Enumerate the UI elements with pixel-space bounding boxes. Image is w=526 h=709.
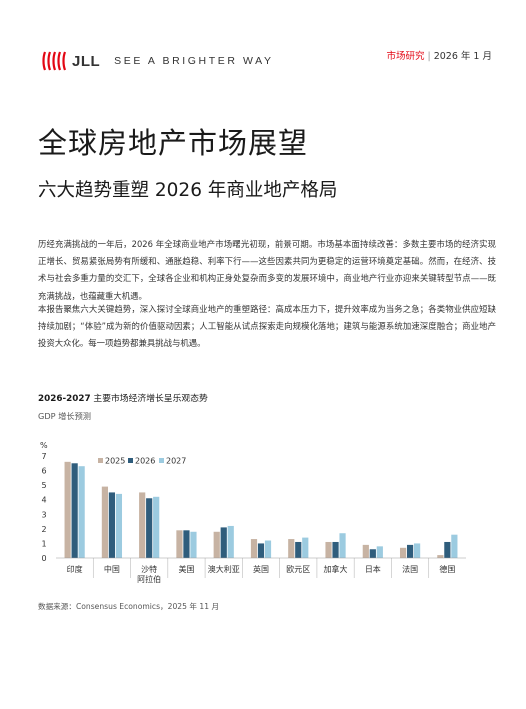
- x-category-label: 加拿大: [324, 564, 348, 574]
- bar-2025: [176, 530, 183, 558]
- bar-2027: [227, 525, 234, 558]
- x-category-label: 印度: [67, 564, 83, 574]
- bar-2026: [257, 543, 265, 558]
- y-tick-label: 1: [41, 539, 46, 548]
- jll-logo: JLL SEE A BRIGHTER WAY: [42, 49, 274, 73]
- chart-subtitle: GDP 增长预测: [38, 411, 91, 421]
- bar-2026: [369, 549, 376, 558]
- report-category: 市场研究: [386, 51, 425, 62]
- bar-2027: [302, 537, 309, 558]
- bar-2025: [250, 539, 258, 558]
- bar-2026: [108, 492, 116, 558]
- bar-2026: [332, 541, 339, 558]
- y-tick-label: 6: [41, 467, 46, 476]
- bar-2027: [413, 543, 421, 558]
- bar-2026: [220, 527, 227, 558]
- y-tick-label: 7: [41, 452, 46, 461]
- legend-swatch: [159, 458, 164, 463]
- intro-paragraph: 历经充满挑战的一年后，2026 年全球商业地产市场曙光初现，前景可期。市场基本面…: [38, 239, 496, 301]
- x-category-label: 日本: [365, 564, 381, 574]
- x-category-label: 美国: [178, 564, 194, 574]
- x-category-label: 欧元区: [286, 564, 310, 574]
- chart-title-text: 主要市场经济增长呈乐观态势: [90, 394, 208, 404]
- bar-2026: [406, 544, 414, 558]
- bar-2025: [139, 492, 146, 558]
- brand-name: JLL: [72, 52, 101, 70]
- y-tick-label: 3: [41, 510, 46, 519]
- chart-title: 2026-2027 主要市场经济增长呈乐观态势: [38, 391, 208, 404]
- bar-2027: [451, 534, 458, 558]
- meta-separator: |: [427, 51, 431, 62]
- legend-swatch: [98, 458, 103, 463]
- bar-2027: [339, 533, 346, 558]
- bar-2027: [78, 466, 85, 558]
- brand-tagline: SEE A BRIGHTER WAY: [114, 55, 274, 67]
- bar-2026: [444, 541, 451, 558]
- chart-title-years: 2026-2027: [38, 394, 91, 404]
- y-tick-label: 4: [41, 496, 46, 505]
- x-category-label: 中国: [104, 564, 120, 574]
- bar-2027: [264, 540, 272, 558]
- focus-paragraph: 本报告聚焦六大关键趋势，深入探讨全球商业地产的重塑路径：高成本压力下，提升效率成…: [38, 304, 496, 349]
- bar-2025: [399, 547, 407, 558]
- report-date: 2026 年 1 月: [433, 51, 492, 62]
- legend-label: 2027: [166, 457, 186, 466]
- bar-2025: [325, 541, 332, 558]
- bar-2025: [437, 555, 444, 558]
- bar-2027: [190, 531, 197, 558]
- x-category-label: 法国: [402, 564, 418, 574]
- bar-2025: [64, 461, 71, 558]
- bar-2026: [146, 498, 153, 558]
- legend-swatch: [128, 458, 133, 463]
- data-source: 数据来源：Consensus Economics，2025 年 11 月: [38, 602, 220, 611]
- bar-2027: [153, 496, 160, 558]
- y-tick-label: 5: [41, 481, 46, 490]
- bar-2027: [115, 493, 123, 558]
- y-axis-unit-label: %: [40, 441, 48, 450]
- bar-2025: [101, 486, 109, 558]
- x-category-label: 德国: [439, 564, 455, 574]
- report-meta: 市场研究 | 2026 年 1 月: [387, 48, 493, 62]
- jll-logo-mark-icon: [42, 51, 67, 71]
- bar-2025: [213, 531, 220, 558]
- legend-label: 2025: [105, 457, 125, 466]
- bar-2027: [376, 546, 383, 558]
- bar-2026: [295, 541, 302, 558]
- bar-2025: [362, 544, 369, 558]
- x-category-label: 澳大利亚: [208, 564, 240, 574]
- bar-2026: [71, 463, 78, 558]
- x-category-label: 沙特: [141, 564, 157, 574]
- bar-2025: [288, 539, 295, 558]
- y-tick-label: 0: [41, 554, 46, 563]
- page-title: 全球房地产市场展望: [38, 126, 309, 160]
- x-category-label: 阿拉伯: [137, 574, 161, 584]
- y-tick-label: 2: [41, 525, 46, 534]
- x-category-label: 英国: [253, 564, 269, 574]
- page-subtitle: 六大趋势重塑 2026 年商业地产格局: [38, 180, 338, 201]
- bar-2026: [183, 530, 190, 558]
- legend-label: 2026: [135, 457, 155, 466]
